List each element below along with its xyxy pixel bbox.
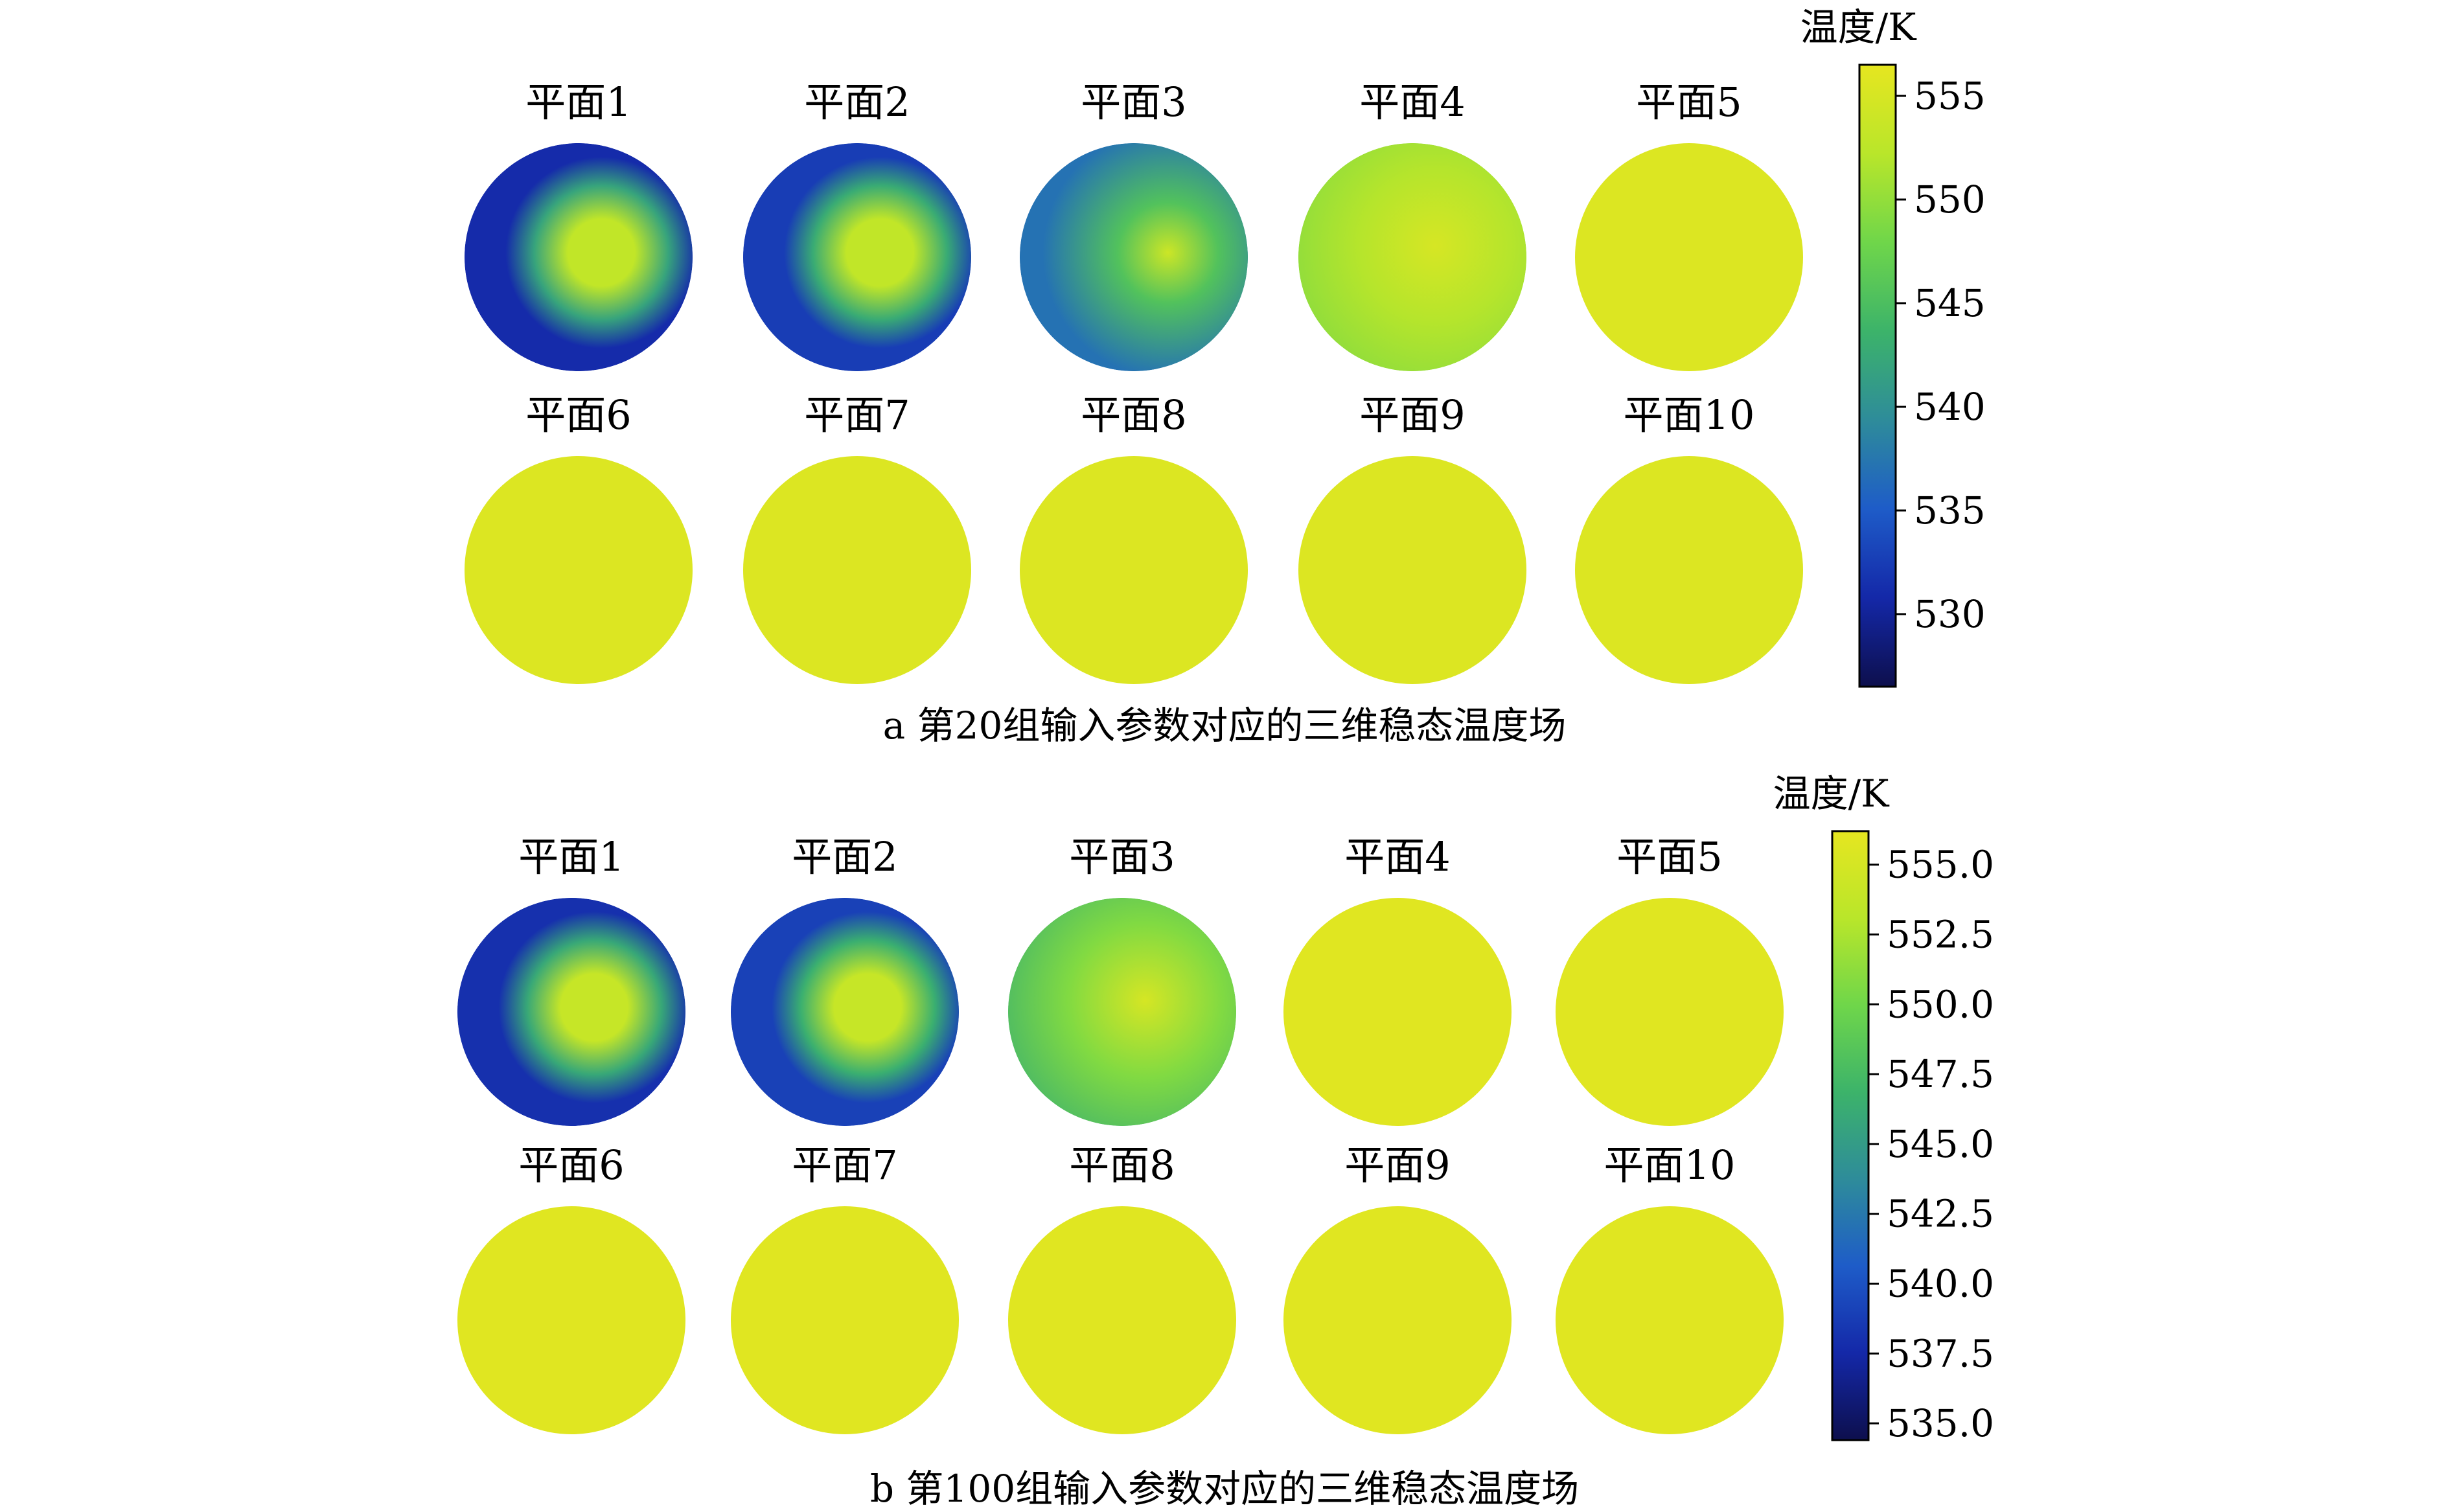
panel-title: 平面5 (1636, 78, 1742, 126)
temperature-disk (743, 143, 971, 371)
panel-title: 平面2 (792, 833, 897, 880)
panel-2: 平面2 (743, 78, 971, 371)
panel-title: 平面8 (1069, 1141, 1175, 1189)
panel-title: 平面8 (1081, 391, 1186, 439)
colorbar-ramp (1831, 830, 1870, 1441)
colorbar-tick-label: 550 (1914, 178, 1986, 222)
panel-title: 平面9 (1344, 1141, 1450, 1189)
panel-7: 平面7 (731, 1141, 959, 1434)
panel-9: 平面9 (1298, 391, 1526, 684)
temperature-disk (1008, 1206, 1236, 1434)
figure-b-caption: b 第100组输入参数对应的三维稳态温度场 (870, 1467, 1579, 1511)
panel-7: 平面7 (743, 391, 971, 684)
panel-6: 平面6 (457, 1141, 685, 1434)
temperature-disk (1556, 1206, 1784, 1434)
temperature-disk (1283, 898, 1512, 1126)
panel-title: 平面4 (1344, 833, 1450, 880)
panel-title: 平面3 (1069, 833, 1175, 880)
panel-5: 平面5 (1556, 833, 1784, 1126)
temperature-disk (1298, 456, 1526, 684)
temperature-disk (465, 143, 693, 371)
temperature-disk (1575, 143, 1803, 371)
panel-4: 平面4 (1283, 833, 1512, 1126)
temperature-disk (731, 1206, 959, 1434)
temperature-disk (1556, 898, 1784, 1126)
figure-b-colorbar: 温度/K 555.0 552.5 550.0 547.5 545.0 542.5 540.0 5… (1773, 772, 1994, 1445)
colorbar-tick-label: 530 (1914, 592, 1986, 636)
panel-4: 平面4 (1298, 78, 1526, 371)
colorbar-tick-label: 555 (1914, 74, 1986, 118)
colorbar-tick-label: 540.0 (1887, 1262, 1994, 1306)
panel-2: 平面2 (731, 833, 959, 1126)
colorbar-tick-label: 555.0 (1887, 843, 1994, 887)
temperature-disk (743, 456, 971, 684)
colorbar-tick-label: 535 (1914, 488, 1986, 533)
figure-a-colorbar: 温度/K 555 550 545 540 535 530 (1800, 5, 1986, 688)
panel-8: 平面8 (1008, 1141, 1236, 1434)
temperature-disk (1008, 898, 1236, 1126)
temperature-disk (1283, 1206, 1512, 1434)
temperature-disk (457, 1206, 685, 1434)
panel-3: 平面3 (1020, 78, 1248, 371)
colorbar-tick-label: 542.5 (1887, 1192, 1994, 1236)
panel-9: 平面9 (1283, 1141, 1512, 1434)
panel-5: 平面5 (1575, 78, 1803, 371)
figure-a: 平面1 平面2 平面3 平面4 平面5 平面6 平面7 平面8 平面9 平面10 温度/K 555 5… (465, 5, 1986, 748)
figure-b: 平面1 平面2 平面3 平面4 平面5 平面6 平面7 平面8 平面9 平面10 温度/K 555.… (457, 772, 1994, 1511)
temperature-disk (1020, 143, 1248, 371)
panel-1: 平面1 (457, 833, 685, 1126)
panel-title: 平面2 (804, 78, 910, 126)
panel-title: 平面7 (804, 391, 910, 439)
temperature-disk (731, 898, 959, 1126)
temperature-disk (1298, 143, 1526, 371)
colorbar-tick-label: 537.5 (1887, 1331, 1994, 1375)
panel-6: 平面6 (465, 391, 693, 684)
colorbar-label: 温度/K (1800, 5, 1918, 49)
figure-a-panels: 平面1 平面2 平面3 平面4 平面5 平面6 平面7 平面8 平面9 平面10 (465, 78, 1803, 684)
panel-title: 平面10 (1604, 1141, 1736, 1189)
panel-title: 平面6 (518, 1141, 624, 1189)
colorbar-tick-label: 550.0 (1887, 982, 1994, 1026)
panel-title: 平面10 (1624, 391, 1755, 439)
figure-b-panels: 平面1 平面2 平面3 平面4 平面5 平面6 平面7 平面8 平面9 平面10 (457, 833, 1784, 1434)
temperature-disk (457, 898, 685, 1126)
colorbar-tick-label: 552.5 (1887, 913, 1994, 957)
figure-a-caption: a 第20组输入参数对应的三维稳态温度场 (883, 704, 1567, 748)
panel-title: 平面4 (1359, 78, 1465, 126)
panel-10: 平面10 (1575, 391, 1803, 684)
colorbar-tick-label: 547.5 (1887, 1052, 1994, 1096)
panel-3: 平面3 (1008, 833, 1236, 1126)
panel-title: 平面1 (525, 78, 631, 126)
colorbar-ramp (1858, 63, 1897, 688)
panel-1: 平面1 (465, 78, 693, 371)
colorbar-label: 温度/K (1773, 772, 1891, 816)
panel-title: 平面1 (518, 833, 624, 880)
panel-10: 平面10 (1556, 1141, 1784, 1434)
panel-title: 平面5 (1616, 833, 1722, 880)
colorbar-tick-label: 535.0 (1887, 1401, 1994, 1445)
temperature-disk (1020, 456, 1248, 684)
panel-title: 平面3 (1081, 78, 1186, 126)
temperature-disk (1575, 456, 1803, 684)
panel-8: 平面8 (1020, 391, 1248, 684)
colorbar-tick-label: 545 (1914, 281, 1986, 325)
colorbar-tick-label: 540 (1914, 385, 1986, 429)
temperature-disk (465, 456, 693, 684)
panel-title: 平面9 (1359, 391, 1465, 439)
panel-title: 平面6 (525, 391, 631, 439)
panel-title: 平面7 (792, 1141, 897, 1189)
colorbar-tick-label: 545.0 (1887, 1122, 1994, 1166)
